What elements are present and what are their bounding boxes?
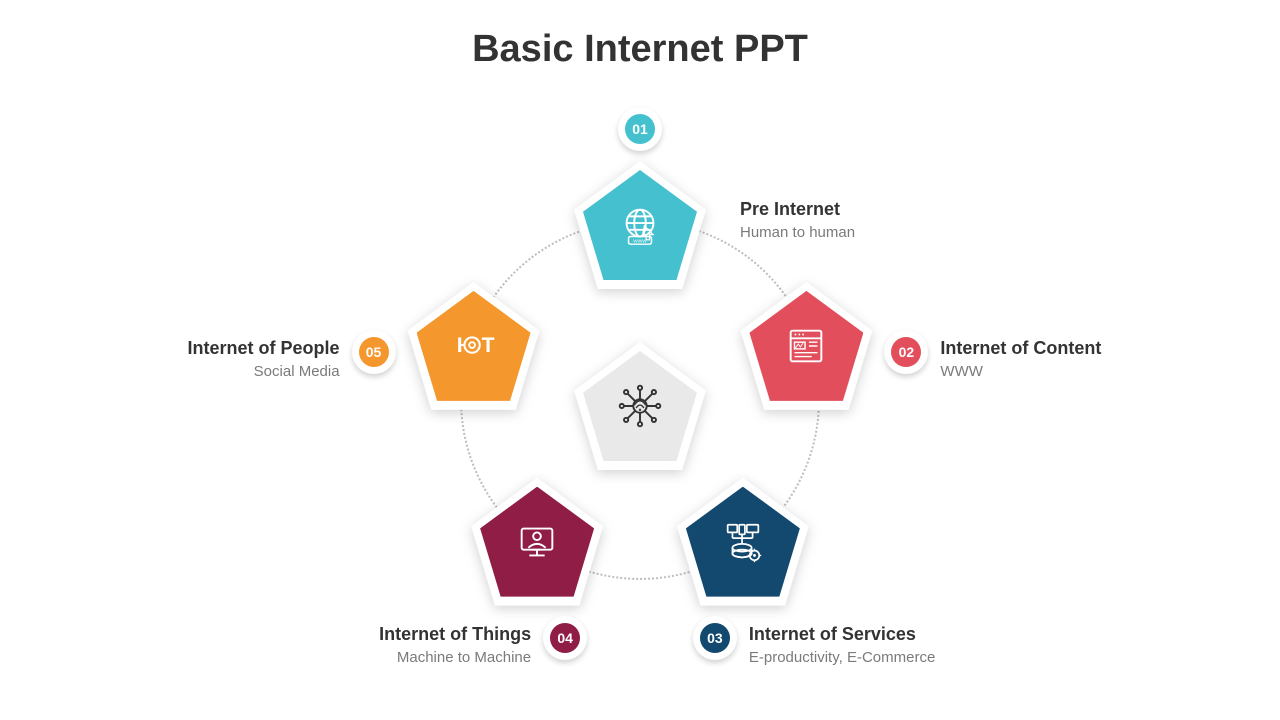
node-label-02: Internet of ContentWWW	[940, 338, 1101, 380]
number-badge-05: 05	[352, 330, 396, 374]
number-badge-02: 02	[884, 330, 928, 374]
number-text: 04	[550, 623, 580, 653]
node-label-05: Internet of PeopleSocial Media	[120, 338, 340, 380]
node-label-01: Pre InternetHuman to human	[740, 199, 855, 241]
number-badge-01: 01	[618, 107, 662, 151]
node-pentagon-01	[574, 161, 706, 289]
number-text: 01	[625, 114, 655, 144]
node-pentagon-02	[740, 282, 872, 410]
number-text: 03	[700, 623, 730, 653]
node-label-04: Internet of ThingsMachine to Machine	[311, 624, 531, 666]
node-label-03: Internet of ServicesE-productivity, E-Co…	[749, 624, 935, 666]
number-text: 02	[891, 337, 921, 367]
number-badge-04: 04	[543, 616, 587, 660]
node-pentagon-05	[408, 282, 540, 410]
center-pentagon	[574, 342, 706, 470]
diagram-canvas: 01 Pre InternetHuman to human 02 Interne…	[0, 0, 1280, 720]
number-badge-03: 03	[693, 616, 737, 660]
node-pentagon-03	[677, 478, 809, 606]
number-text: 05	[359, 337, 389, 367]
node-pentagon-04	[471, 478, 603, 606]
